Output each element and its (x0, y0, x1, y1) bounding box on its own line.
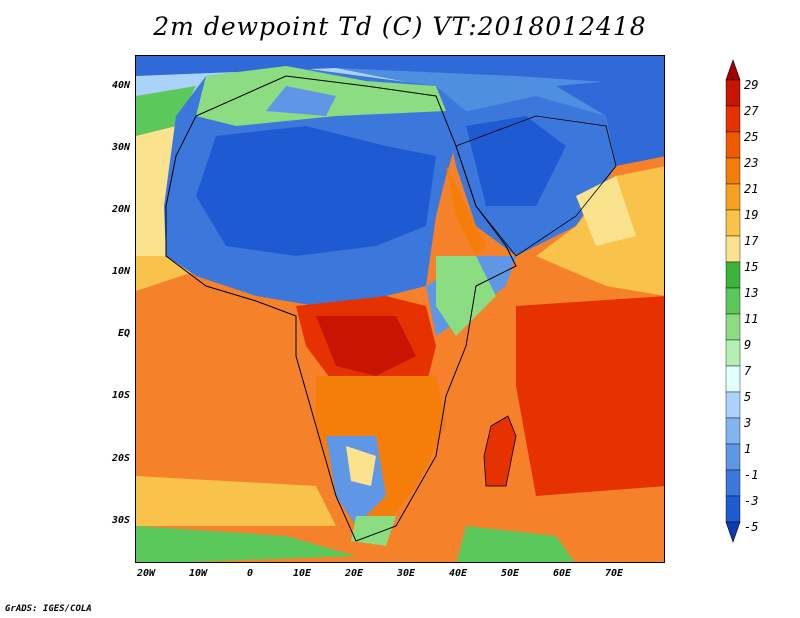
colorbar-bottom-arrow (725, 521, 741, 543)
south-indian-green (456, 526, 575, 562)
credit-footer: GrADS: IGES/COLA (5, 604, 92, 614)
south-atlantic-green (136, 526, 356, 562)
colorbar-top-arrow (725, 59, 741, 81)
colorbar-label: 9 (744, 338, 752, 352)
madagascar (484, 416, 516, 486)
atlantic-green (136, 86, 196, 136)
colorbar-segment (725, 131, 741, 159)
colorbar-label: -1 (744, 468, 759, 482)
colorbar-segment (725, 261, 741, 289)
lon-label: 50E (500, 568, 520, 579)
europe-field (136, 56, 664, 86)
colorbar-segment (725, 183, 741, 211)
colorbar-segment (725, 313, 741, 341)
map-canvas (136, 56, 664, 562)
lat-label: 20S (111, 453, 130, 464)
colorbar-label: 23 (744, 156, 759, 170)
madagascar-coastline (483, 415, 517, 487)
lon-label: 60E (552, 568, 572, 579)
lon-label: 10E (292, 568, 312, 579)
north-blue-patch (266, 86, 336, 116)
colorbar-label: 25 (744, 130, 759, 144)
map-title: 2m dewpoint Td (C) VT:2018012418 (153, 12, 647, 41)
lat-label: EQ (117, 328, 130, 339)
colorbar-label: 27 (744, 104, 759, 118)
colorbar-label: 17 (744, 234, 759, 248)
lon-label: 0 (246, 568, 254, 579)
lon-label: 30E (396, 568, 416, 579)
colorbar-label: 3 (744, 416, 752, 430)
colorbar-segment (725, 287, 741, 315)
arabian-sea-light (576, 176, 636, 246)
colorbar-label: 11 (744, 312, 759, 326)
kalahari-light (346, 446, 376, 486)
colorbar-label: 29 (744, 78, 759, 92)
ethiopia-green (436, 256, 496, 336)
arabia-core (466, 116, 566, 206)
colorbar-label: -3 (744, 494, 759, 508)
lat-label: 30S (111, 515, 130, 526)
arabia-coastline (455, 115, 617, 257)
colorbar-segment (725, 365, 741, 393)
colorbar-segment (725, 209, 741, 237)
colorbar-segment (725, 391, 741, 419)
colorbar-label: 1 (744, 442, 752, 456)
colorbar-segment (725, 469, 741, 497)
lat-label: 20N (111, 204, 130, 215)
indian-ocean (516, 296, 664, 496)
congo-core (316, 316, 416, 376)
colorbar-segment (725, 495, 741, 523)
colorbar-label: 13 (744, 286, 759, 300)
iran-field (556, 76, 664, 166)
sahara-core (196, 126, 436, 256)
colorbar-segment (725, 157, 741, 185)
dewpoint-map (135, 55, 665, 563)
lat-label: 40N (111, 80, 130, 91)
south-atlantic-yellow (136, 476, 336, 526)
lon-label: 10W (188, 568, 208, 579)
lon-label: 20E (344, 568, 364, 579)
colorbar-segment (725, 443, 741, 471)
colorbar-label: -5 (744, 520, 759, 534)
lat-label: 30N (111, 142, 130, 153)
colorbar-segment (725, 339, 741, 367)
colorbar-segment (725, 105, 741, 133)
africa-coastline (165, 75, 517, 542)
colorbar-segment (725, 235, 741, 263)
colorbar-label: 21 (744, 182, 759, 196)
colorbar-label: 19 (744, 208, 759, 222)
lat-label: 10S (111, 390, 130, 401)
lon-label: 40E (448, 568, 468, 579)
colorbar-segment (725, 79, 741, 107)
lon-label: 20W (136, 568, 156, 579)
colorbar (725, 59, 741, 543)
colorbar-label: 15 (744, 260, 759, 274)
colorbar-label: 7 (744, 364, 752, 378)
lon-label: 70E (604, 568, 624, 579)
colorbar-segment (725, 417, 741, 445)
lat-label: 10N (111, 266, 130, 277)
colorbar-label: 5 (744, 390, 752, 404)
red-sea (446, 166, 486, 256)
